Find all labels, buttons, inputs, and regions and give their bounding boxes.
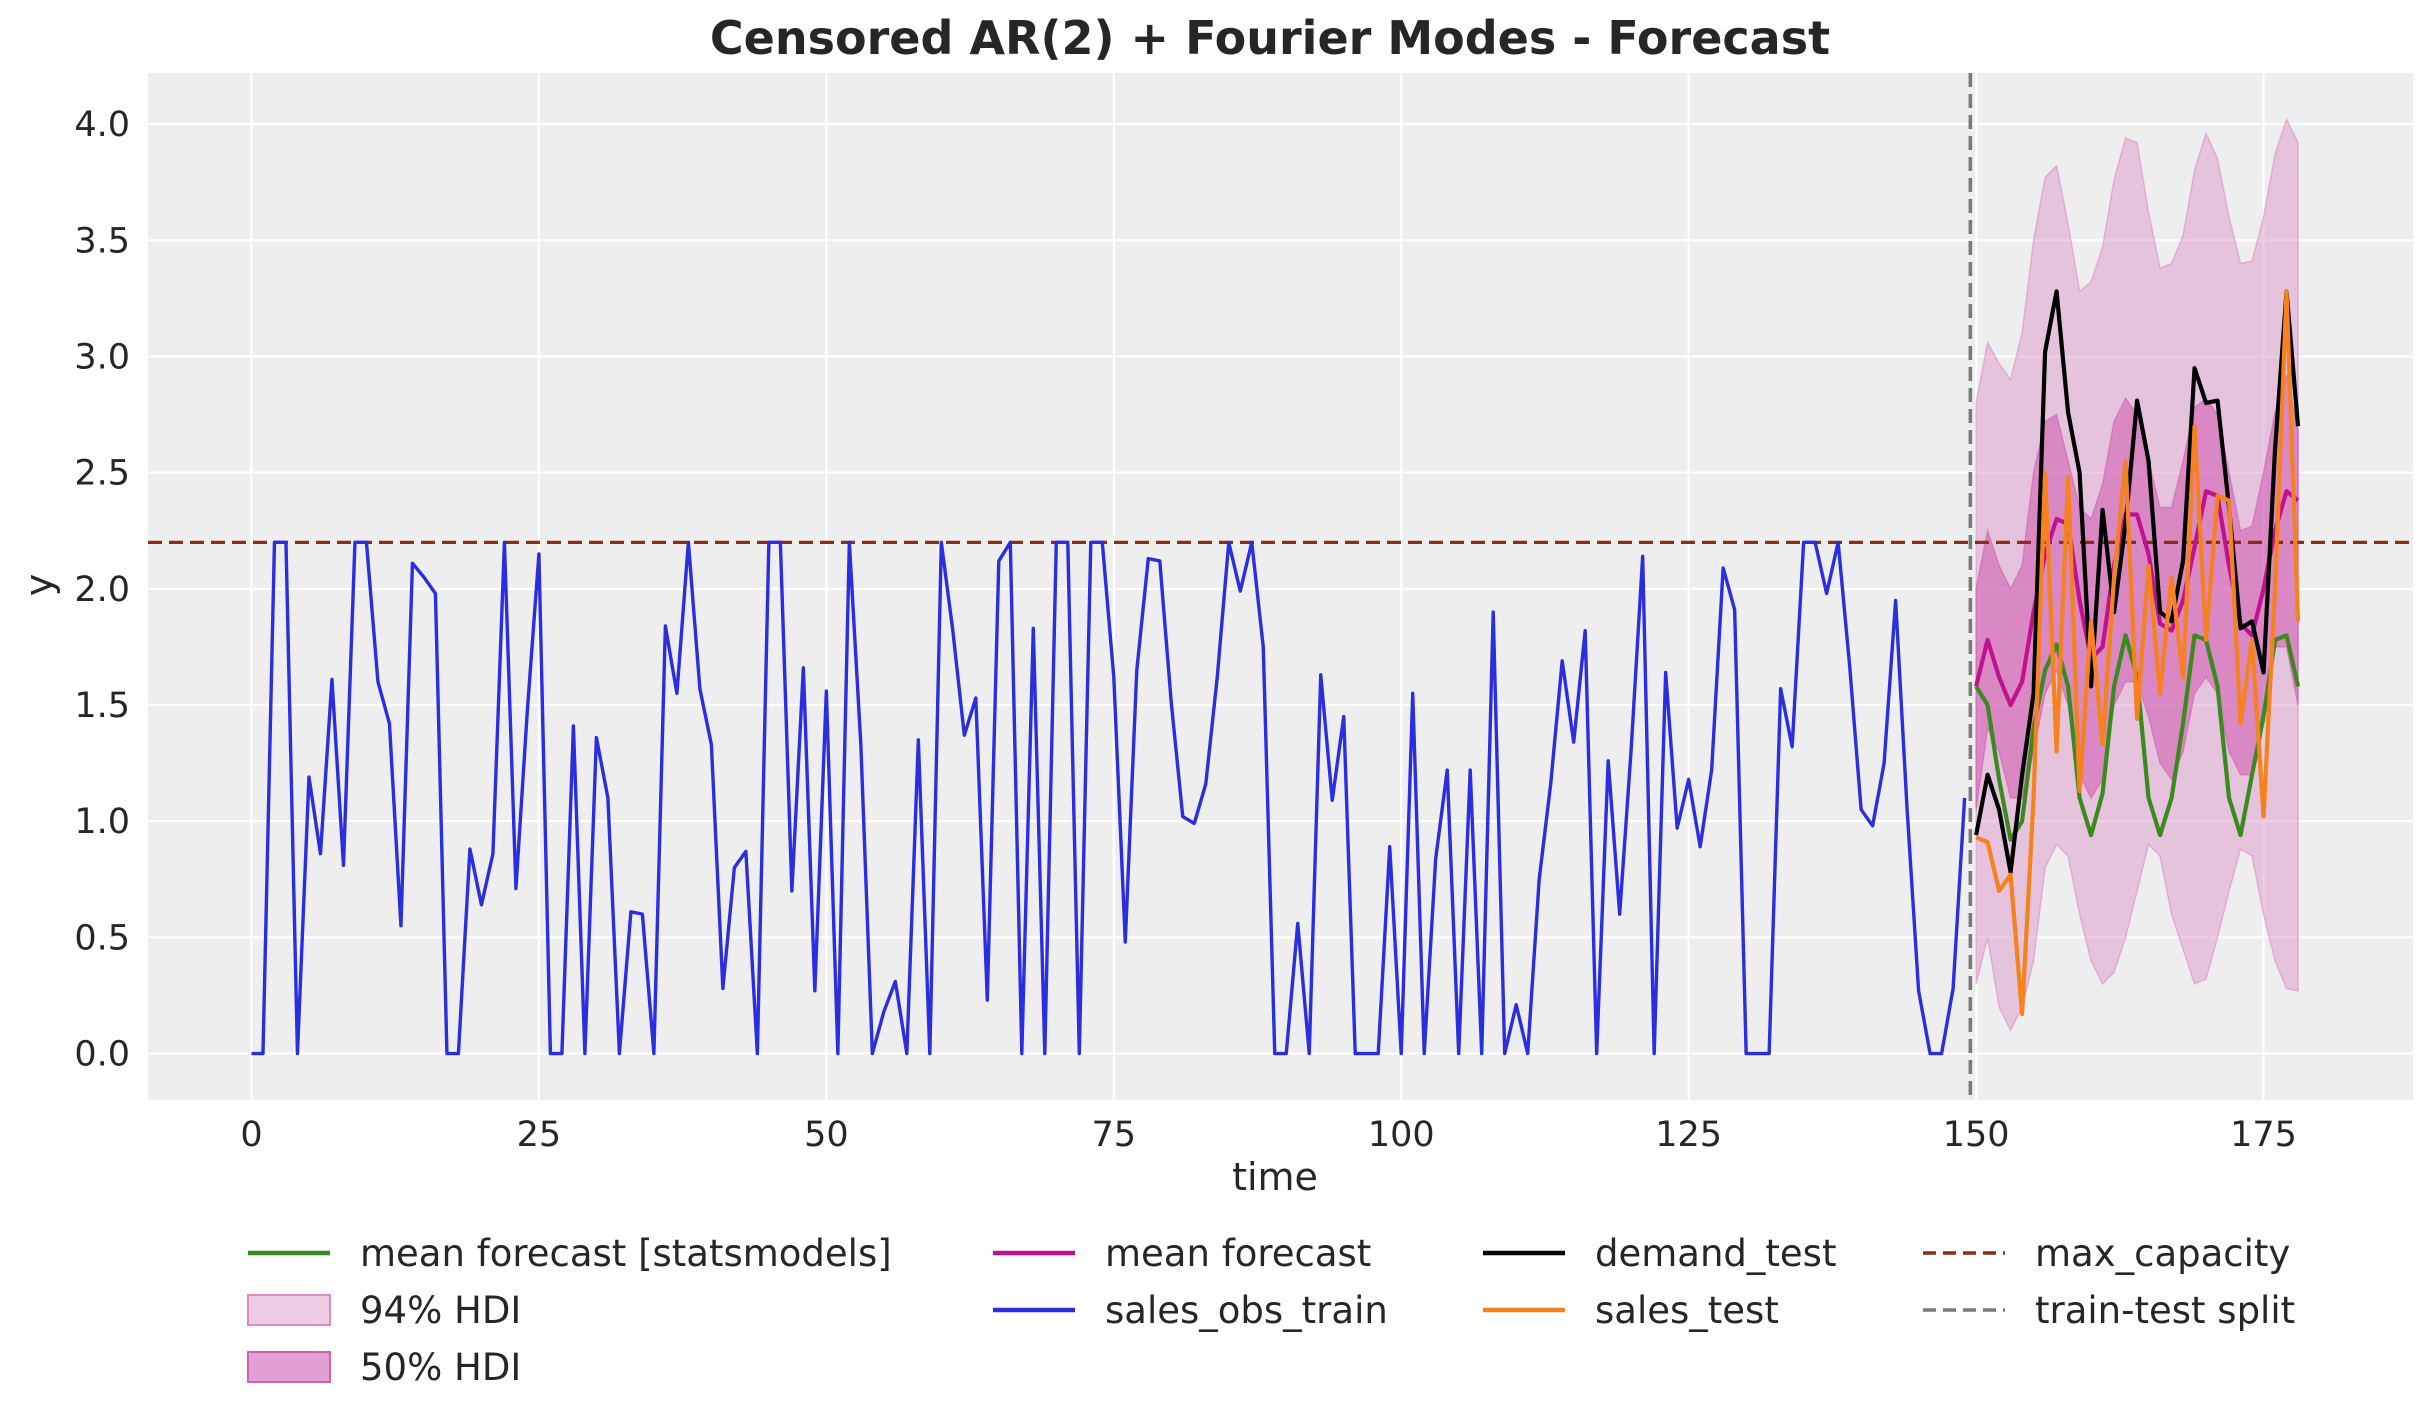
y-tick-label: 2.5: [74, 454, 130, 494]
legend-item: train-test split: [1923, 1289, 2295, 1332]
x-tick-labels: 0 25 50 75 100 125 150 175: [240, 1115, 2297, 1155]
y-tick-label: 1.5: [74, 686, 130, 726]
legend-label: mean forecast [statsmodels]: [360, 1232, 892, 1275]
x-axis-label: time: [1232, 1155, 1318, 1199]
legend-label: train-test split: [2035, 1289, 2295, 1332]
sales-obs-train-line: [251, 540, 1967, 1056]
y-tick-label: 0.5: [74, 918, 130, 958]
y-tick-label: 2.0: [74, 570, 130, 610]
legend-label: demand_test: [1595, 1232, 1836, 1275]
y-tick-label: 4.0: [74, 105, 130, 145]
y-tick-label: 1.0: [74, 802, 130, 842]
legend-item: mean forecast [statsmodels]: [248, 1232, 892, 1275]
legend-item: sales_obs_train: [993, 1289, 1388, 1332]
sales-test-line: [1975, 289, 2301, 1017]
y-tick-label: 3.0: [74, 337, 130, 377]
legend-label: sales_test: [1595, 1289, 1779, 1332]
legend-item: sales_test: [1483, 1289, 1779, 1332]
legend-label: 50% HDI: [360, 1346, 521, 1389]
y-tick-labels: 0.0 0.5 1.0 1.5 2.0 2.5 3.0 3.5 4.0: [74, 105, 130, 1074]
x-tick-label: 175: [2230, 1115, 2297, 1155]
legend-item: demand_test: [1483, 1232, 1836, 1275]
legend-item: 94% HDI: [247, 1289, 521, 1332]
x-tick-label: 150: [1943, 1115, 2010, 1155]
x-tick-label: 125: [1655, 1115, 1722, 1155]
grid: [148, 73, 2413, 1100]
x-tick-label: 100: [1368, 1115, 1435, 1155]
legend-label: 94% HDI: [360, 1289, 521, 1332]
legend-label: max_capacity: [2035, 1232, 2290, 1275]
x-tick-label: 75: [1092, 1115, 1137, 1155]
x-tick-label: 0: [240, 1115, 262, 1155]
x-tick-label: 50: [804, 1115, 849, 1155]
legend-swatch: [247, 1351, 331, 1383]
legend-label: sales_obs_train: [1105, 1289, 1388, 1332]
demand-test-line: [1974, 289, 2301, 875]
x-tick-label: 25: [517, 1115, 562, 1155]
series-lines: [251, 289, 2301, 1056]
legend-item: max_capacity: [1923, 1232, 2290, 1275]
legend: mean forecast [statsmodels] 94% HDI 50% HD…: [247, 1232, 2295, 1389]
chart-title: Censored AR(2) + Fourier Modes - Forecas…: [710, 11, 1830, 65]
y-tick-label: 0.0: [74, 1035, 130, 1075]
legend-item: mean forecast: [993, 1232, 1371, 1275]
legend-swatch: [247, 1294, 331, 1326]
legend-item: 50% HDI: [247, 1346, 521, 1389]
legend-label: mean forecast: [1105, 1232, 1371, 1275]
reference-lines: [148, 73, 2413, 1100]
y-tick-label: 3.5: [74, 221, 130, 261]
y-axis-label: y: [17, 574, 61, 597]
